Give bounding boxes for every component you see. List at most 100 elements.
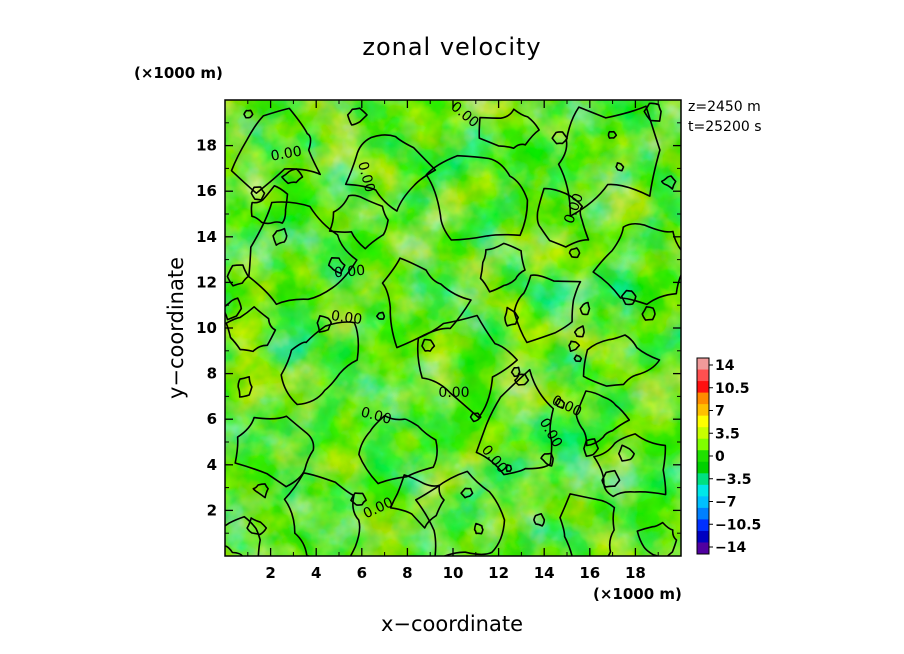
contour-path <box>513 274 582 344</box>
colorbar-label: 0 <box>715 449 725 465</box>
contour-small-loop <box>460 487 474 499</box>
contour-path <box>280 321 360 406</box>
y-tick-label: 4 <box>207 456 217 474</box>
contour-small-loop <box>226 264 250 287</box>
colorbar-swatch <box>697 530 709 543</box>
contour-path <box>416 314 518 419</box>
zero-contour-lines <box>225 102 681 556</box>
contour-small-loop <box>350 492 367 506</box>
x-tick-label: 14 <box>534 564 555 582</box>
contour-small-loop <box>540 452 554 467</box>
contour-small-loop <box>579 301 591 316</box>
x-tick-label: 16 <box>579 564 600 582</box>
colorbar-label: −7 <box>715 495 736 511</box>
y-axis-label: y−coordinate <box>164 257 188 399</box>
y-tick-label: 8 <box>207 365 217 383</box>
contour-small-loop <box>473 522 484 535</box>
contour-path <box>592 222 681 306</box>
contour-small-loop <box>620 289 637 306</box>
colorbar-swatch <box>697 542 709 555</box>
annotation-depth: z=2450 m <box>688 99 761 115</box>
y-tick-label: 14 <box>196 228 217 246</box>
contour-small-loop <box>514 373 530 386</box>
y-tick-label: 18 <box>196 137 217 155</box>
contour-small-loop <box>568 340 581 352</box>
contour-path <box>559 493 616 556</box>
contour-path <box>582 334 661 387</box>
contour-small-loop <box>421 338 436 352</box>
colorbar: 14 10.5 7 3.5 0 −3.5 −7 −10.5 −14 <box>696 357 761 556</box>
contour-path <box>344 134 437 212</box>
contour-path <box>328 194 389 250</box>
colorbar-swatch <box>697 369 709 382</box>
contour-small-loop <box>601 469 621 488</box>
x-axis-label: x−coordinate <box>381 612 523 636</box>
contour-small-loop <box>327 257 346 275</box>
x-tick-label: 8 <box>402 564 412 582</box>
contour-small-loop <box>573 325 585 338</box>
x-tick-label: 2 <box>265 564 275 582</box>
contour-path <box>536 187 590 248</box>
contour-small-loop <box>252 483 269 499</box>
contour-small-loop <box>583 438 599 457</box>
contour-small-loop <box>615 162 625 172</box>
contour-small-loop <box>533 513 546 527</box>
contour-path <box>636 521 678 556</box>
contour-small-loop <box>568 247 581 259</box>
contour-path <box>475 368 555 476</box>
contour-small-loop <box>510 366 521 378</box>
colorbar-swatch <box>697 507 709 520</box>
colorbar-swatch <box>697 519 709 532</box>
colorbar-label: 7 <box>715 404 725 420</box>
y-unit-label: (×1000 m) <box>134 64 223 82</box>
contour-small-loop <box>554 398 565 409</box>
annotation-time: t=25200 s <box>688 119 762 135</box>
colorbar-swatch <box>697 461 709 474</box>
contour-small-loop <box>346 107 368 126</box>
contour-path <box>225 306 277 353</box>
contour-path <box>478 108 540 150</box>
contour-small-loop <box>237 376 253 398</box>
contour-path <box>425 154 529 241</box>
colorbar-swatch <box>697 427 709 440</box>
x-unit-label: (×1000 m) <box>593 585 682 603</box>
contour-small-loop <box>551 131 568 145</box>
y-axis-ticks: 2 4 6 8 10 12 14 16 18 <box>196 122 681 534</box>
contour-small-loop <box>643 102 662 122</box>
contour-small-loop <box>641 306 656 321</box>
contour-path <box>248 201 358 306</box>
y-tick-label: 2 <box>207 501 217 519</box>
contour-path <box>250 185 289 225</box>
colorbar-swatch <box>697 438 709 451</box>
contour-small-loop <box>243 109 254 119</box>
contour-label: 0.00 <box>359 404 393 428</box>
x-tick-label: 6 <box>357 564 367 582</box>
contour-small-loop <box>504 306 519 327</box>
contour-label: 0.00 <box>438 385 469 401</box>
colorbar-swatch <box>697 404 709 417</box>
colorbar-swatch <box>697 450 709 463</box>
colorbar-label: −14 <box>715 540 746 556</box>
contour-path <box>234 415 315 488</box>
contour-path <box>358 414 438 485</box>
contour-label: 0.00 <box>354 160 378 194</box>
colorbar-label: −10.5 <box>715 517 761 533</box>
colorbar-swatch <box>697 484 709 497</box>
contour-small-loop <box>607 130 618 139</box>
x-tick-label: 12 <box>488 564 509 582</box>
colorbar-label: 3.5 <box>715 426 740 442</box>
colorbar-label: −3.5 <box>715 472 752 488</box>
colorbar-swatch <box>697 415 709 428</box>
y-tick-label: 10 <box>196 319 217 337</box>
colorbar-swatch <box>697 358 709 371</box>
heatmap-field <box>225 100 681 556</box>
contour-label: 0.00 <box>270 143 303 164</box>
chart-title: zonal velocity <box>362 33 541 61</box>
contour-label: 0.00 <box>330 308 363 328</box>
contour-path <box>230 107 321 194</box>
colorbar-swatch <box>697 496 709 509</box>
x-axis-ticks: 2 4 6 8 10 12 14 16 18 <box>247 100 659 582</box>
contour-small-loop <box>505 464 513 473</box>
x-tick-label: 10 <box>443 564 464 582</box>
contour-small-loop <box>376 311 386 320</box>
